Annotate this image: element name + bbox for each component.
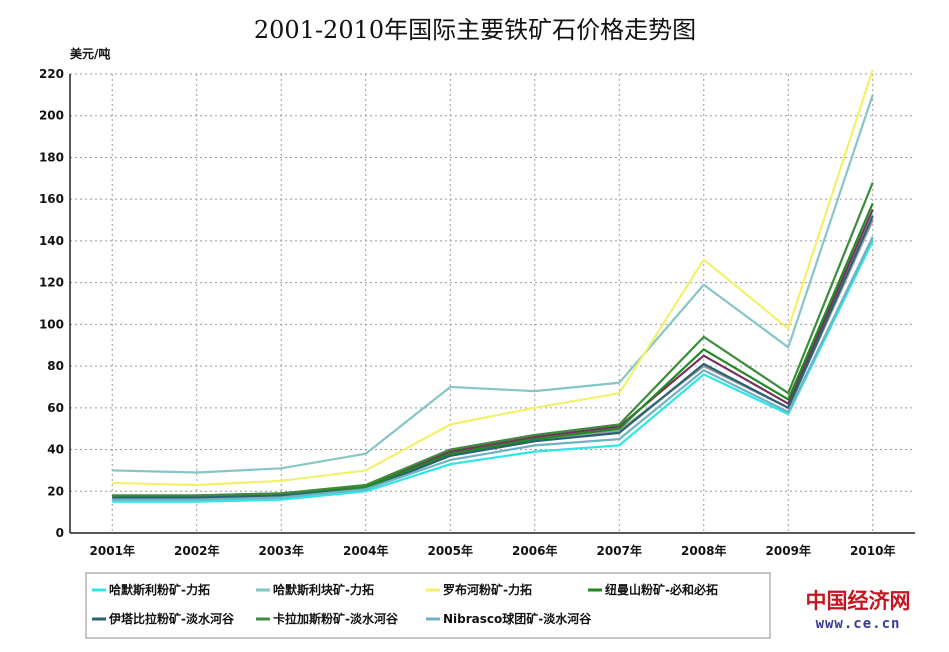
series-line-7 [112, 236, 874, 501]
y-tick-labels: 0 20 40 60 80 100 120 140 160 180 200 220 [39, 67, 64, 540]
y-axis-unit: 美元/吨 [70, 46, 110, 61]
grid [70, 73, 915, 533]
legend-label: 哈默斯利粉矿-力拓 [109, 582, 210, 597]
series-lines [112, 69, 874, 503]
legend-label: 罗布河粉矿-力拓 [443, 582, 532, 597]
y-tick-label: 180 [39, 150, 64, 164]
x-tick-labels: 2001年 2002年 2003年 2004年 2005年 2006年 2007年 2008年… [90, 543, 896, 558]
legend-label: Nibrasco球团矿-淡水河谷 [443, 611, 592, 626]
legend-label: 纽曼山粉矿-必和必拓 [605, 582, 718, 597]
y-tick-label: 200 [39, 109, 64, 123]
x-tick-label: 2002年 [174, 543, 219, 558]
x-tick-label: 2001年 [90, 543, 135, 558]
x-tick-label: 2007年 [597, 543, 642, 558]
y-tick-label: 100 [39, 317, 64, 331]
series-line-3 [112, 69, 874, 487]
legend-label: 卡拉加斯粉矿-淡水河谷 [273, 611, 399, 626]
watermark-url: www.ce.cn [816, 616, 901, 632]
x-tick-label: 2010年 [850, 543, 895, 558]
y-tick-label: 80 [47, 359, 64, 373]
series-line-6 [112, 182, 874, 497]
x-tick-label: 2006年 [512, 543, 557, 558]
series-line-1 [112, 240, 874, 503]
y-tick-label: 220 [39, 67, 64, 81]
x-tick-label: 2009年 [766, 543, 811, 558]
series-line-unlabeled [112, 219, 874, 499]
y-tick-label: 140 [39, 234, 64, 248]
y-tick-label: 0 [56, 526, 64, 540]
y-tick-label: 120 [39, 276, 64, 290]
legend-box [85, 572, 771, 639]
legend: 哈默斯利粉矿-力拓 哈默斯利块矿-力拓 罗布河粉矿-力拓 纽曼山粉矿-必和必拓伊塔比拉… [85, 572, 771, 639]
x-tick-label: 2005年 [428, 543, 473, 558]
x-tick-label: 2004年 [343, 543, 388, 558]
legend-label: 哈默斯利块矿-力拓 [273, 582, 374, 597]
series-line-2 [112, 94, 874, 474]
watermark-logo: 中国经济网 www.ce.cn [806, 588, 911, 632]
x-tick-label: 2003年 [259, 543, 304, 558]
y-tick-label: 60 [47, 401, 64, 415]
x-tick-label: 2008年 [681, 543, 726, 558]
y-tick-label: 20 [47, 484, 64, 498]
watermark-brand: 中国经济网 [806, 588, 911, 613]
y-tick-label: 160 [39, 192, 64, 206]
axes [69, 74, 915, 534]
legend-label: 伊塔比拉粉矿-淡水河谷 [108, 611, 235, 626]
y-tick-label: 40 [47, 443, 64, 457]
series-line-5 [112, 215, 874, 499]
chart-title: 2001-2010年国际主要铁矿石价格走势图 [254, 16, 696, 44]
